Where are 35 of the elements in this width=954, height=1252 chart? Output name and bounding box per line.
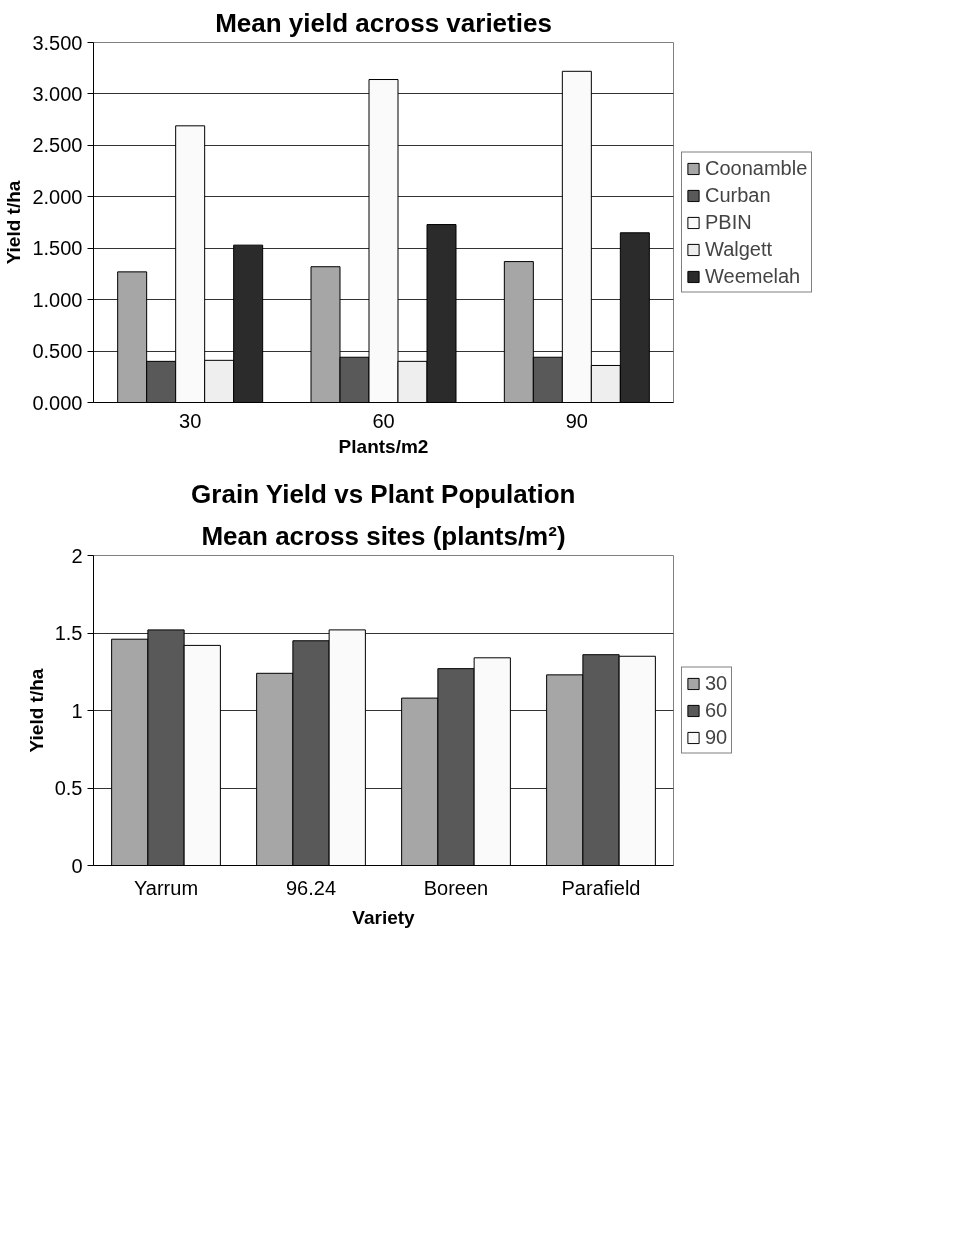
y-tick-label: 2 bbox=[71, 544, 83, 567]
legend-label: 30 bbox=[705, 671, 728, 695]
legend-label: Curban bbox=[705, 183, 771, 207]
x-axis-title: Variety bbox=[352, 906, 416, 928]
x-tick-label: 90 bbox=[565, 409, 588, 432]
y-tick-label: 0.500 bbox=[32, 340, 83, 363]
y-tick-label: 0.5 bbox=[54, 777, 83, 799]
legend-label: 90 bbox=[705, 725, 728, 749]
x-axis-title: Plants/m2 bbox=[338, 435, 429, 457]
x-tick-label: Boreen bbox=[423, 876, 489, 899]
y-tick-label: 1.000 bbox=[32, 288, 83, 311]
y-tick-label: 3.500 bbox=[32, 31, 83, 54]
legend-label: Walgett bbox=[705, 237, 773, 261]
y-tick-label: 0 bbox=[71, 854, 83, 877]
y-tick-label: 0.000 bbox=[32, 391, 83, 414]
x-tick-label: Parafield bbox=[561, 876, 641, 899]
legend-label: Coonamble bbox=[705, 156, 808, 180]
chart-subtitle: Mean across sites (plants/m²) bbox=[201, 520, 566, 551]
y-tick-label: 2.500 bbox=[32, 134, 83, 157]
y-tick-label: 1 bbox=[71, 699, 83, 722]
legend-label: PBIN bbox=[705, 210, 752, 234]
chart-title: Grain Yield vs Plant Population bbox=[191, 478, 576, 509]
legend-label: Weemelah bbox=[705, 264, 801, 288]
chart-title: Mean yield across varieties bbox=[215, 7, 552, 38]
legend-label: 60 bbox=[705, 698, 728, 722]
y-tick-label: 2.000 bbox=[32, 185, 83, 208]
y-axis-title: Yield t/ha bbox=[3, 180, 25, 265]
y-tick-label: 1.500 bbox=[32, 237, 83, 260]
x-tick-label: 60 bbox=[372, 409, 395, 432]
x-tick-label: Yarrum bbox=[133, 876, 199, 899]
x-tick-label: 30 bbox=[179, 409, 202, 432]
y-tick-label: 3.000 bbox=[32, 82, 83, 105]
y-axis-title: Yield t/ha bbox=[25, 668, 47, 753]
x-tick-label: 96.24 bbox=[285, 876, 337, 899]
y-tick-label: 1.5 bbox=[54, 622, 83, 644]
